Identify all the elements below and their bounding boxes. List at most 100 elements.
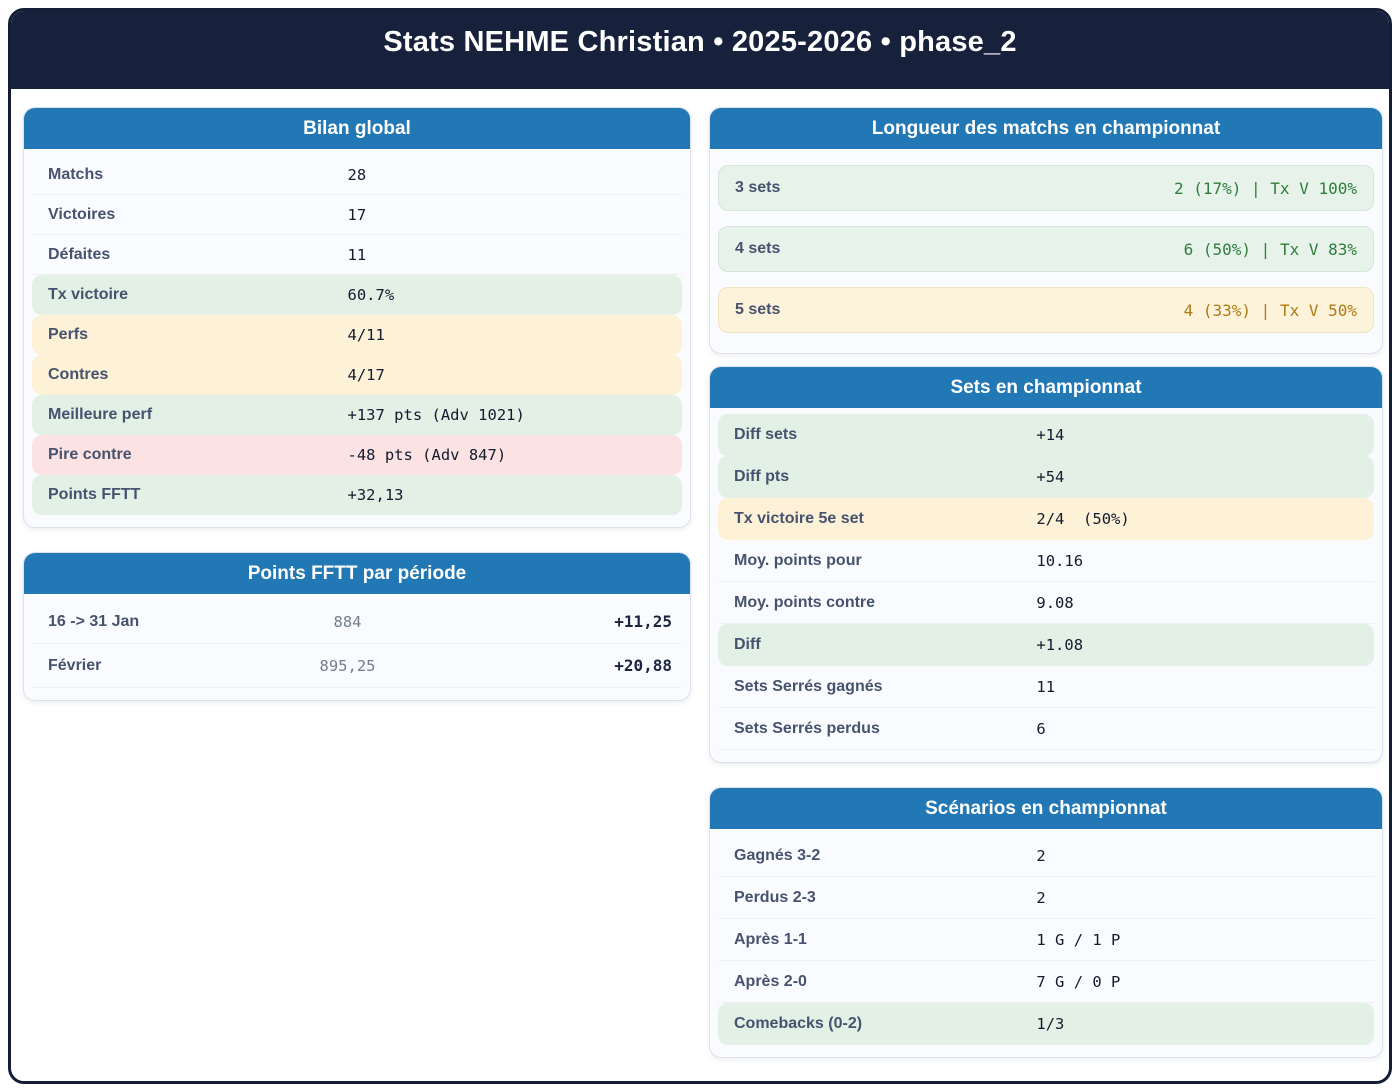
stat-row: Points FFTT +32,13	[32, 475, 682, 515]
stat-value: 9.08	[1036, 593, 1074, 612]
stat-value: 7 G / 0 P	[1036, 972, 1121, 991]
stat-row: Perfs 4/11	[32, 315, 682, 355]
stat-value: 4/11	[347, 326, 385, 344]
stat-label: Meilleure perf	[48, 406, 153, 423]
right-column: Longueur des matchs en championnat 3 set…	[709, 107, 1383, 1058]
stat-label: Sets Serrés gagnés	[734, 677, 883, 695]
card-points-periode-title: Points FFTT par période	[24, 553, 690, 594]
stat-value: 10.16	[1036, 551, 1084, 570]
stat-label: Victoires	[48, 205, 116, 223]
stat-value: 4/17	[347, 366, 385, 384]
stat-row: Sets Serrés perdus 6	[718, 708, 1374, 750]
stat-label: Après 2-0	[734, 972, 807, 990]
stat-label: Perdus 2-3	[734, 888, 816, 906]
stat-row: Diff pts +54	[718, 456, 1374, 498]
app-header: Stats NEHME Christian • 2025-2026 • phas…	[11, 11, 1389, 89]
stat-row: Meilleure perf +137 pts (Adv 1021)	[32, 395, 682, 435]
match-length-row: 3 sets 2 (17%) | Tx V 100%	[718, 165, 1374, 211]
stat-label: Défaites	[48, 245, 111, 263]
match-length-value: 2 (17%) | Tx V 100%	[1173, 178, 1357, 198]
match-length-label: 3 sets	[735, 179, 781, 196]
match-length-row: 4 sets 6 (50%) | Tx V 83%	[718, 226, 1374, 272]
card-sets-championnat-body: Diff sets +14 Diff pts +54 Tx victoire 5…	[710, 408, 1382, 750]
stat-row: Gagnés 3-2 2	[718, 835, 1374, 877]
stat-label: Points FFTT	[48, 486, 141, 503]
content-area: Bilan global Matchs 28 Victoires 17 Défa…	[11, 89, 1389, 1058]
stat-label: Diff sets	[734, 426, 798, 443]
card-longueur-matchs-body: 3 sets 2 (17%) | Tx V 100% 4 sets 6 (50%…	[710, 149, 1382, 333]
card-points-periode: Points FFTT par période 16 -> 31 Jan 884…	[23, 552, 691, 701]
stat-label: Sets Serrés perdus	[734, 719, 880, 737]
match-length-row: 5 sets 4 (33%) | Tx V 50%	[718, 287, 1374, 333]
stat-label: Tx victoire 5e set	[734, 510, 864, 527]
card-scenarios-championnat-title: Scénarios en championnat	[710, 788, 1382, 829]
stat-row: Diff sets +14	[718, 414, 1374, 456]
stat-label: Gagnés 3-2	[734, 846, 821, 864]
page-frame: Stats NEHME Christian • 2025-2026 • phas…	[8, 8, 1392, 1084]
periode-delta: +20,88	[614, 656, 672, 675]
periode-label: Février	[48, 656, 102, 674]
periode-row: Février 895,25 +20,88	[32, 644, 682, 688]
stat-row: Défaites 11	[32, 235, 682, 275]
stat-label: Diff	[734, 636, 761, 653]
stat-value: +1.08	[1036, 636, 1084, 654]
periode-label: 16 -> 31 Jan	[48, 612, 140, 630]
stat-row: Moy. points pour 10.16	[718, 540, 1374, 582]
stat-value: 11	[347, 245, 367, 264]
stat-label: Tx victoire	[48, 286, 129, 303]
stat-value: 28	[347, 165, 367, 184]
periode-points: 884	[333, 612, 362, 631]
stat-label: Moy. points contre	[734, 593, 876, 611]
card-bilan-global: Bilan global Matchs 28 Victoires 17 Défa…	[23, 107, 691, 528]
stat-row: Victoires 17	[32, 195, 682, 235]
stat-row: Diff +1.08	[718, 624, 1374, 666]
stat-value: -48 pts (Adv 847)	[347, 446, 507, 464]
stat-value: +137 pts (Adv 1021)	[347, 406, 525, 424]
match-length-label: 5 sets	[735, 301, 781, 318]
stat-label: Après 1-1	[734, 930, 807, 948]
stat-label: Perfs	[48, 326, 89, 343]
card-scenarios-championnat: Scénarios en championnat Gagnés 3-2 2 Pe…	[709, 787, 1383, 1058]
stat-row: Contres 4/17	[32, 355, 682, 395]
card-points-periode-body: 16 -> 31 Jan 884 +11,25 Février 895,25 +…	[24, 594, 690, 688]
stat-row: Perdus 2-3 2	[718, 877, 1374, 919]
stat-value: 1 G / 1 P	[1036, 930, 1121, 949]
card-sets-championnat: Sets en championnat Diff sets +14 Diff p…	[709, 366, 1383, 763]
stat-row: Après 2-0 7 G / 0 P	[718, 961, 1374, 1003]
stat-label: Moy. points pour	[734, 551, 862, 569]
stat-value: 2/4 (50%)	[1036, 510, 1130, 528]
match-length-label: 4 sets	[735, 240, 781, 257]
stat-label: Comebacks (0-2)	[734, 1015, 863, 1032]
card-bilan-global-title: Bilan global	[24, 108, 690, 149]
page-title: Stats NEHME Christian • 2025-2026 • phas…	[383, 25, 1017, 58]
stat-value: 60.7%	[347, 286, 395, 304]
stat-row: Tx victoire 5e set 2/4 (50%)	[718, 498, 1374, 540]
stat-value: 2	[1036, 846, 1046, 865]
stat-label: Matchs	[48, 165, 104, 183]
stat-row: Comebacks (0-2) 1/3	[718, 1003, 1374, 1045]
stat-value: 1/3	[1036, 1015, 1065, 1033]
card-sets-championnat-title: Sets en championnat	[710, 367, 1382, 408]
card-longueur-matchs-title: Longueur des matchs en championnat	[710, 108, 1382, 149]
stat-value: +14	[1036, 426, 1065, 444]
periode-points: 895,25	[319, 656, 376, 675]
card-bilan-global-body: Matchs 28 Victoires 17 Défaites 11 Tx vi…	[24, 149, 690, 515]
stat-row: Moy. points contre 9.08	[718, 582, 1374, 624]
stat-row: Sets Serrés gagnés 11	[718, 666, 1374, 708]
stat-label: Diff pts	[734, 468, 790, 485]
stat-value: 11	[1036, 677, 1056, 696]
stat-row: Tx victoire 60.7%	[32, 275, 682, 315]
periode-row: 16 -> 31 Jan 884 +11,25	[32, 600, 682, 644]
stat-value: 6	[1036, 719, 1046, 738]
stat-label: Contres	[48, 366, 109, 383]
match-length-value: 4 (33%) | Tx V 50%	[1183, 300, 1357, 320]
stat-value: 2	[1036, 888, 1046, 907]
stat-value: 17	[347, 205, 367, 224]
card-longueur-matchs: Longueur des matchs en championnat 3 set…	[709, 107, 1383, 354]
stat-row: Matchs 28	[32, 155, 682, 195]
stat-row: Après 1-1 1 G / 1 P	[718, 919, 1374, 961]
stat-label: Pire contre	[48, 446, 132, 463]
card-scenarios-championnat-body: Gagnés 3-2 2 Perdus 2-3 2 Après 1-1 1 G …	[710, 829, 1382, 1045]
stat-row: Pire contre -48 pts (Adv 847)	[32, 435, 682, 475]
periode-delta: +11,25	[614, 612, 672, 631]
